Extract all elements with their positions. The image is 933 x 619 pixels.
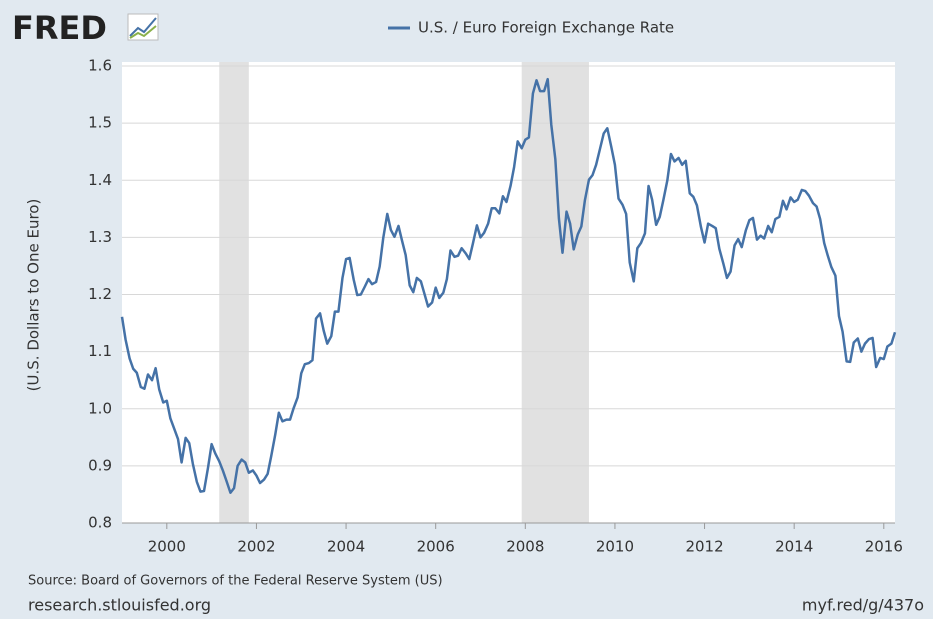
source: Source: Board of Governors of the Federa… <box>28 574 443 589</box>
x-tick-label: 2012 <box>685 538 723 556</box>
y-tick-label: 1.6 <box>88 57 112 75</box>
y-tick-label: 0.8 <box>88 514 112 532</box>
site: research.stlouisfed.org <box>28 596 211 615</box>
y-tick-label: 1.1 <box>88 342 112 360</box>
x-tick-label: 2010 <box>596 538 634 556</box>
x-tick-label: 2004 <box>327 538 365 556</box>
x-tick-label: 2008 <box>506 538 544 556</box>
recession-band <box>219 62 249 523</box>
x-tick-label: 2014 <box>775 538 813 556</box>
series-line <box>120 77 897 494</box>
x-tick-label: 2000 <box>148 538 186 556</box>
plot-area <box>122 62 895 523</box>
y-tick-label: 1.3 <box>88 228 112 246</box>
legend-label: U.S. / Euro Foreign Exchange Rate <box>418 19 674 37</box>
recession-band <box>521 62 589 523</box>
x-tick-label: 2016 <box>865 538 903 556</box>
y-tick-label: 1.0 <box>88 399 112 417</box>
link: myf.red/g/437o <box>802 596 924 615</box>
y-tick-label: 1.5 <box>88 114 112 132</box>
y-axis-label: (U.S. Dollars to One Euro) <box>25 199 43 392</box>
y-tick-label: 1.4 <box>88 171 112 189</box>
x-tick-label: 2002 <box>237 538 275 556</box>
y-tick-label: 0.9 <box>88 456 112 474</box>
y-tick-label: 1.2 <box>88 285 112 303</box>
x-tick-label: 2006 <box>417 538 455 556</box>
logo-icon <box>127 13 159 41</box>
logo: FRED <box>12 9 107 47</box>
